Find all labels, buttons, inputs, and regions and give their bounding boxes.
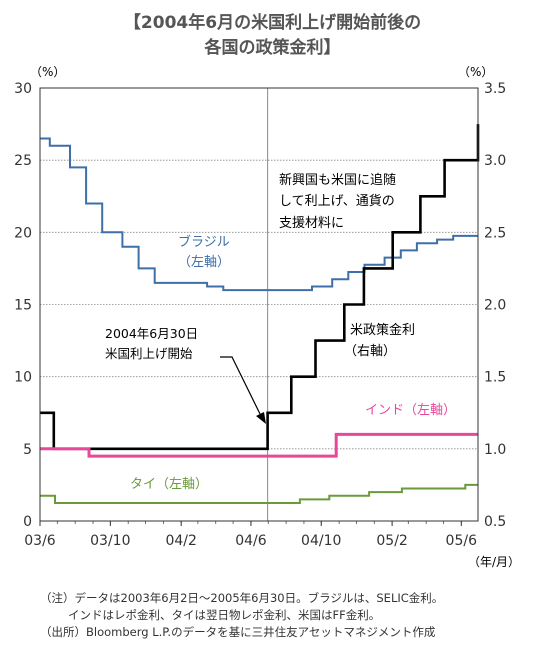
india-label: インド（左軸） xyxy=(365,403,456,418)
start-annotation-arrowhead xyxy=(256,412,266,424)
right-axis-unit: （%） xyxy=(458,65,493,79)
x-tick-label: 04/6 xyxy=(235,533,267,549)
start-annotation-line2: 米国利上げ開始 xyxy=(105,346,193,361)
start-annotation-arrow-line xyxy=(220,356,263,419)
source-line: （出所）Bloomberg L.P.のデータを基に三井住友アセットマネジメント作… xyxy=(40,625,436,639)
brazil-label-line1: ブラジル xyxy=(178,234,230,250)
thai-label: タイ（左軸） xyxy=(130,477,208,492)
em-annotation-line3: 支援材料に xyxy=(279,216,344,231)
left-tick-label: 25 xyxy=(14,153,32,169)
right-tick-label: 1.0 xyxy=(484,442,506,458)
series-line-2 xyxy=(40,432,478,458)
plot-frame xyxy=(39,87,479,522)
series-line-3 xyxy=(40,483,478,504)
right-tick-label: 0.5 xyxy=(484,514,506,530)
series-line-0 xyxy=(40,137,478,292)
x-tick-label: 05/2 xyxy=(376,533,407,549)
left-tick-label: 10 xyxy=(14,370,32,386)
x-tick-label: 04/10 xyxy=(301,533,341,549)
left-tick-label: 20 xyxy=(14,225,32,241)
x-axis-unit: （年/月） xyxy=(468,555,520,569)
note-line1: （注）データは2003年6月2日～2005年6月30日。ブラジルは、SELIC金… xyxy=(40,591,444,605)
x-tick-label: 03/6 xyxy=(24,533,56,549)
left-tick-label: 15 xyxy=(14,298,32,314)
axes-layer xyxy=(39,87,479,526)
x-tick-label: 03/10 xyxy=(90,533,130,549)
left-tick-label: 0 xyxy=(23,514,32,530)
note-line2: インドはレポ金利、タイは翌日物レポ金利、米国はFF金利。 xyxy=(68,608,381,622)
em-annotation-line2: して利上げ、通貨の xyxy=(279,193,395,209)
brazil-label-line2: （左軸） xyxy=(178,255,230,270)
x-tick-label: 04/2 xyxy=(165,533,196,549)
right-tick-label: 1.5 xyxy=(484,370,506,386)
em-annotation-line1: 新興国も米国に追随 xyxy=(279,172,396,188)
right-tick-label: 3.0 xyxy=(484,153,506,169)
series-line-1 xyxy=(40,124,480,451)
chart-title-line1: 【2004年6月の米国利上げ開始前後の xyxy=(123,13,422,33)
series-layer xyxy=(40,124,480,504)
start-annotation-line1: 2004年6月30日 xyxy=(105,326,198,341)
right-tick-label: 2.0 xyxy=(484,298,506,314)
right-tick-label: 2.5 xyxy=(484,225,506,241)
us-label-line2: （右軸） xyxy=(344,344,396,359)
us-label-line1: 米政策金利 xyxy=(350,322,415,338)
x-tick-label: 05/6 xyxy=(446,533,478,549)
left-axis-unit: （%） xyxy=(30,65,65,79)
ticks-layer: 0 5 10 15 20 25 30 0.5 1.0 1.5 2.0 2.5 3.0 3.5 03/6 03/… xyxy=(14,81,506,549)
left-tick-label: 30 xyxy=(14,81,32,97)
right-tick-label: 3.5 xyxy=(484,81,506,97)
chart-title-line2: 各国の政策金利】 xyxy=(204,38,341,58)
left-tick-label: 5 xyxy=(23,442,32,458)
